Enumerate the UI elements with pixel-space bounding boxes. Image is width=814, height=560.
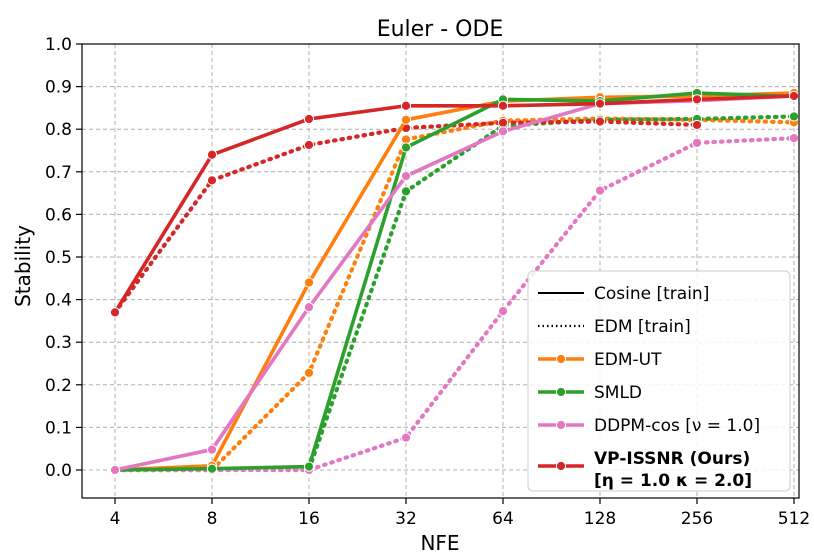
data-point-ddpm-edm [691, 137, 703, 148]
y-tick-label: 0.9 [45, 78, 72, 98]
data-point-vpissnr-cosine [303, 113, 315, 125]
data-point-ddpm-cosine [206, 444, 218, 455]
data-point-vpissnr-edm [303, 139, 315, 151]
data-point-ddpm-edm [400, 432, 412, 443]
data-point-ddpm-edm [788, 133, 800, 144]
x-tick-label: 8 [207, 509, 218, 529]
y-tick-label: 0.0 [45, 461, 72, 481]
x-tick-label: 16 [298, 509, 320, 529]
data-point-vpissnr-edm [691, 119, 703, 131]
x-tick-label: 64 [492, 509, 514, 529]
legend-label-vpissnr-line2: [η = 1.0 κ = 2.0] [594, 471, 752, 491]
data-point-ddpm-cosine [497, 126, 509, 137]
plot-area [109, 87, 800, 476]
data-point-vpissnr-cosine [691, 94, 703, 105]
legend-label-edm: EDM [train] [594, 317, 691, 337]
data-point-smld-edm [400, 186, 412, 197]
data-point-vpissnr-edm [594, 116, 606, 127]
data-point-vpissnr-cosine [400, 100, 412, 111]
legend-label-cosine: Cosine [train] [594, 284, 709, 304]
legend-label-smld: SMLD [594, 383, 642, 403]
y-tick-label: 1.0 [45, 35, 72, 55]
data-point-ddpm-cosine [303, 302, 315, 313]
data-point-ddpm-edm [594, 185, 606, 196]
data-point-vpissnr-edm [497, 117, 509, 128]
data-point-edmut-edm [303, 367, 315, 378]
data-point-vpissnr-cosine [594, 98, 606, 109]
legend-marker-edmut [555, 353, 567, 365]
x-tick-label: 512 [778, 509, 810, 529]
legend-box [527, 270, 791, 492]
y-tick-label: 0.1 [45, 418, 72, 438]
y-tick-label: 0.4 [45, 291, 72, 311]
legend-marker-ddpm [555, 419, 567, 431]
chart-title: Euler - ODE [377, 17, 504, 42]
data-point-ddpm-edm [497, 306, 509, 317]
plot-frame [81, 43, 800, 499]
data-point-vpissnr-edm [206, 175, 218, 186]
y-tick-label: 0.2 [45, 376, 72, 396]
data-point-ddpm-cosine [400, 170, 412, 182]
y-axis-title: Stability [11, 225, 35, 307]
series-line-edmut-cosine [114, 91, 795, 472]
data-point-smld-cosine [303, 461, 315, 472]
series-line-smld-cosine [114, 91, 795, 472]
data-point-smld-cosine [206, 463, 218, 474]
x-tick-label: 256 [681, 509, 713, 529]
x-tick-label: 32 [395, 509, 417, 529]
data-point-edmut-cosine [303, 277, 315, 288]
data-point-vpissnr-cosine [497, 100, 509, 111]
data-point-edmut-cosine [400, 114, 412, 125]
y-tick-label: 0.7 [45, 163, 72, 183]
legend-label-edmut: EDM-UT [594, 350, 662, 370]
legend: Cosine [train] EDM [train] EDM-UT SMLD DDPM-… [527, 270, 791, 492]
legend-marker-smld [555, 386, 567, 398]
y-tick-label: 0.8 [45, 120, 72, 140]
y-tick-label: 0.3 [45, 333, 72, 353]
data-point-smld-edm [788, 111, 800, 122]
legend-label-ddpm: DDPM-cos [ν = 1.0] [594, 416, 760, 436]
y-axis: 0.0 0.1 0.2 0.3 0.4 0.5 0.6 0.7 0.8 0.9 1.0 [45, 35, 82, 481]
data-point-ddpm-cosine [109, 464, 121, 476]
y-tick-label: 0.6 [45, 205, 72, 225]
data-point-vpissnr-cosine [788, 90, 800, 102]
x-axis-title: NFE [420, 531, 459, 555]
legend-label-vpissnr: VP-ISSNR (Ours) [594, 449, 750, 469]
x-tick-label: 4 [110, 509, 121, 529]
x-axis: 4 8 16 32 64 128 256 512 [110, 498, 810, 529]
series-line-vpissnr-cosine [113, 94, 795, 314]
x-tick-label: 128 [584, 509, 616, 529]
data-point-smld-cosine [400, 142, 412, 153]
y-tick-label: 0.5 [45, 248, 72, 268]
legend-marker-vpissnr [555, 460, 567, 472]
data-point-vpissnr-cosine [206, 149, 218, 160]
data-point-vpissnr-cosine [109, 307, 121, 318]
